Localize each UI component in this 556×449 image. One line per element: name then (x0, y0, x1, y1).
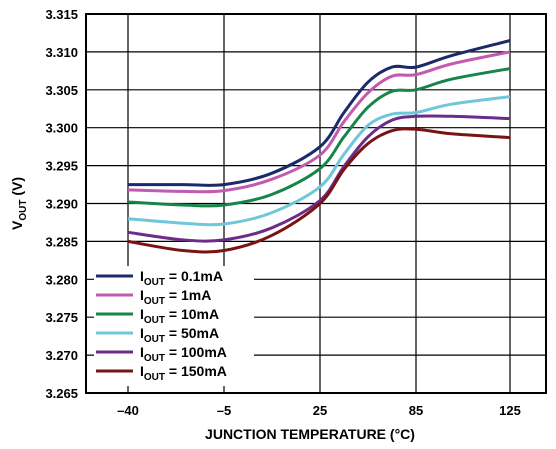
legend-label-main: I (140, 363, 144, 379)
y-tick-label: 3.315 (45, 7, 78, 22)
series-line (127, 114, 511, 243)
legend-label-sub: OUT (144, 296, 165, 307)
legend-label-main: I (140, 344, 144, 360)
y-axis-ticks: 3.265 3.270 3.275 3.280 3.285 3.290 3.295 3.300… (45, 7, 78, 401)
legend-label: IOUT = 50mA (140, 325, 219, 345)
series-layer (127, 39, 511, 254)
series-line (127, 127, 511, 254)
x-tick-label: 25 (313, 403, 327, 418)
x-axis-label: JUNCTION TEMPERATURE (°C) (205, 426, 415, 442)
legend-label-rest: = 100mA (165, 344, 227, 360)
legend-label-main: I (140, 268, 144, 284)
x-tick-label: –40 (117, 403, 139, 418)
y-tick-label: 3.290 (45, 197, 78, 212)
y-tick-label: 3.280 (45, 272, 78, 287)
legend-background (94, 266, 254, 386)
series-line (127, 50, 511, 194)
plot-frame (85, 13, 547, 394)
y-tick-label: 3.300 (45, 121, 78, 136)
y-tick-label: 3.295 (45, 159, 78, 174)
series-line (127, 95, 511, 227)
y-tick-label: 3.310 (45, 45, 78, 60)
y-axis-label-unit: (V) (9, 177, 25, 200)
legend-label-rest: = 10mA (165, 306, 219, 322)
series-line (127, 39, 511, 187)
legend-label-main: I (140, 325, 144, 341)
legend-label: IOUT = 1mA (140, 287, 211, 307)
legend-label-rest: = 50mA (165, 325, 219, 341)
x-tick-label: 125 (499, 403, 521, 418)
legend-label-rest: = 150mA (165, 363, 227, 379)
legend-label-sub: OUT (144, 353, 165, 364)
legend-label-rest: = 1mA (165, 287, 211, 303)
x-tick-label: 85 (409, 403, 423, 418)
legend-label-sub: OUT (144, 277, 165, 288)
legend-label: IOUT = 10mA (140, 306, 219, 326)
y-axis-label-main: V (9, 220, 25, 230)
series-line (127, 67, 511, 208)
legend-label-main: I (140, 306, 144, 322)
y-tick-label: 3.285 (45, 234, 78, 249)
y-axis-label-sub: OUT (18, 200, 29, 221)
y-tick-label: 3.305 (45, 83, 78, 98)
legend-label: IOUT = 100mA (140, 344, 227, 364)
legend-label-sub: OUT (144, 315, 165, 326)
legend-label: IOUT = 0.1mA (140, 268, 223, 288)
legend-label-rest: = 0.1mA (165, 268, 223, 284)
legend-label: IOUT = 150mA (140, 363, 227, 383)
y-tick-label: 3.265 (45, 386, 78, 401)
legend-label-sub: OUT (144, 372, 165, 383)
y-axis-label: VOUT (V) (9, 177, 29, 230)
x-tick-label: –5 (217, 403, 231, 418)
y-tick-label: 3.270 (45, 348, 78, 363)
x-axis-ticks: –40 –5 25 85 125 (117, 403, 521, 418)
y-tick-label: 3.275 (45, 310, 78, 325)
legend-label-main: I (140, 287, 144, 303)
legend-label-sub: OUT (144, 334, 165, 345)
